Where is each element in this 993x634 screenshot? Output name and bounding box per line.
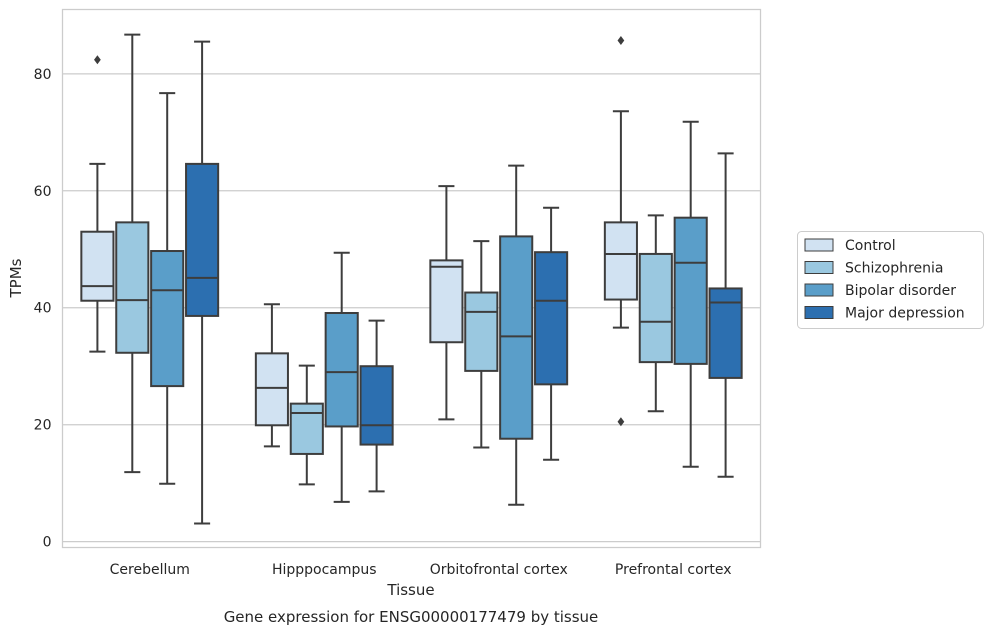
legend-item: Bipolar disorder: [804, 283, 956, 299]
legend-label: Control: [845, 238, 896, 254]
box-group-0: [80, 33, 220, 525]
box-bipolar-disorder: [324, 312, 359, 428]
box-control: [603, 221, 638, 301]
box-schizophrenia: [115, 221, 150, 354]
x-axis-title: Tissue: [386, 581, 434, 599]
y-tick-label: 0: [43, 535, 52, 551]
box-control: [80, 230, 115, 302]
legend-frame: [797, 231, 984, 329]
box-control: [429, 259, 464, 344]
outlier-point: [617, 35, 625, 45]
x-tick-labels: Cerebellum Hipppocampus Orbitofrontal cort…: [110, 562, 732, 578]
box-major-depression: [534, 251, 569, 386]
legend-swatch: [804, 283, 834, 297]
chart-caption: Gene expression for ENSG00000177479 by t…: [224, 608, 599, 626]
box-bipolar-disorder: [673, 216, 708, 365]
box-schizophrenia: [638, 252, 673, 364]
outlier-point: [617, 417, 625, 427]
y-tick-label: 20: [34, 418, 52, 434]
legend-label: Schizophrenia: [845, 261, 943, 277]
legend-item: Control: [804, 238, 896, 254]
outlier-point: [94, 55, 101, 65]
box-schizophrenia: [464, 291, 499, 372]
y-axis-title: TPMs: [7, 258, 25, 298]
box-group-3: [603, 35, 743, 478]
legend: Control Schizophrenia Bipolar disorder Majo…: [797, 231, 984, 329]
box-groups: [80, 33, 743, 525]
box-schizophrenia: [289, 402, 324, 455]
x-tick-label: Cerebellum: [110, 562, 190, 578]
y-tick-label: 80: [34, 67, 52, 83]
box-control: [254, 352, 289, 427]
box-bipolar-disorder: [499, 235, 534, 440]
legend-label: Major depression: [845, 306, 965, 322]
legend-swatch: [804, 306, 834, 319]
box-major-depression: [359, 365, 394, 446]
plot-frame: [61, 8, 762, 549]
x-tick-label: Prefrontal cortex: [615, 562, 732, 578]
legend-item: Schizophrenia: [804, 261, 943, 277]
box-group-1: [254, 251, 394, 503]
y-tick-labels: 0 20 40 60 80: [34, 67, 52, 551]
box-bipolar-disorder: [150, 250, 185, 388]
legend-item: Major depression: [804, 306, 965, 322]
box-group-2: [429, 164, 569, 506]
legend-swatch: [804, 261, 834, 274]
x-tick-label: Orbitofrontal cortex: [430, 562, 568, 578]
x-tick-label: Hipppocampus: [272, 562, 377, 578]
y-tick-label: 40: [34, 301, 52, 317]
box-major-depression: [185, 162, 220, 317]
legend-label: Bipolar disorder: [845, 283, 956, 299]
y-tick-label: 60: [34, 184, 52, 200]
legend-swatch: [804, 238, 834, 252]
